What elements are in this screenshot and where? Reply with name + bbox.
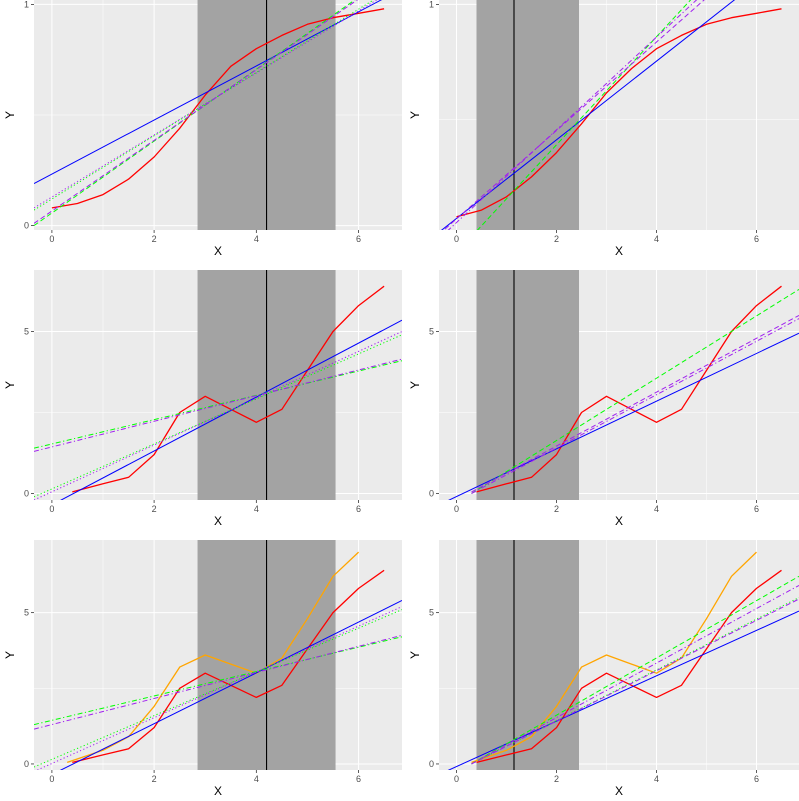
x-tick-label: 2	[554, 234, 559, 244]
series-line-3	[471, 288, 799, 494]
x-tick-label: 0	[49, 504, 54, 514]
y-axis-title: Y	[408, 651, 422, 659]
series-line-6	[34, 358, 402, 452]
x-tick-label: 4	[254, 774, 259, 784]
series-line-2	[34, 0, 383, 185]
x-axis-title: X	[214, 514, 222, 528]
x-tick-label: 4	[254, 504, 259, 514]
x-tick-label: 2	[554, 774, 559, 784]
x-tick-label: 0	[454, 774, 459, 784]
y-tick-label: 5	[24, 327, 29, 337]
chart-panel-2: 0 2 4 6 1 X Y	[408, 0, 799, 258]
x-tick-label: 4	[254, 234, 259, 244]
y-axis-title: Y	[3, 111, 17, 119]
series-line-2	[440, 0, 736, 230]
series-line-3	[476, 0, 692, 230]
x-tick-label: 6	[356, 774, 361, 784]
y-tick-label: 5	[429, 608, 434, 618]
chart-panel-5: 0 2 4 6 0 5 X Y	[3, 540, 402, 798]
x-tick-label: 4	[654, 234, 659, 244]
series-line-2	[476, 569, 782, 764]
y-tick-label: 0	[429, 489, 434, 499]
x-tick-label: 2	[152, 504, 157, 514]
series-line-6	[471, 584, 799, 765]
x-axis-title: X	[615, 784, 623, 798]
chart-panel-6: 0 2 4 6 0 5 X Y	[408, 540, 799, 798]
x-tick-label: 6	[356, 504, 361, 514]
x-tick-label: 0	[454, 234, 459, 244]
y-axis-title: Y	[408, 381, 422, 389]
shaded-band	[476, 270, 579, 500]
series-line-4	[34, 331, 402, 500]
series-line-6	[34, 0, 359, 224]
x-tick-label: 2	[152, 234, 157, 244]
x-axis-title: X	[214, 784, 222, 798]
series-line-5	[34, 360, 402, 449]
series-line-5	[471, 597, 799, 765]
series-line-5	[36, 606, 402, 770]
series-line-1	[456, 8, 782, 218]
series-line-4	[471, 314, 799, 493]
y-axis-title: Y	[3, 651, 17, 659]
y-tick-label: 1	[24, 0, 29, 9]
series-line-4	[443, 0, 705, 230]
y-tick-label: 5	[24, 608, 29, 618]
x-axis-title: X	[214, 244, 222, 258]
series-line-5	[447, 0, 698, 230]
x-tick-label: 2	[152, 774, 157, 784]
series-line-3	[34, 334, 402, 498]
series-line-4	[471, 575, 799, 765]
x-tick-label: 2	[554, 504, 559, 514]
x-tick-label: 6	[754, 504, 759, 514]
series-line-3	[59, 600, 402, 770]
y-tick-label: 0	[429, 759, 434, 769]
y-axis-title: Y	[408, 111, 422, 119]
series-line-2	[60, 319, 402, 500]
x-tick-label: 0	[454, 504, 459, 514]
x-tick-label: 6	[754, 774, 759, 784]
shaded-band	[476, 540, 579, 770]
x-tick-label: 0	[49, 234, 54, 244]
x-tick-label: 4	[654, 774, 659, 784]
y-tick-label: 5	[429, 327, 434, 337]
series-line-7	[34, 634, 402, 730]
y-tick-label: 1	[429, 0, 434, 9]
series-line-3	[447, 610, 799, 770]
x-tick-label: 0	[49, 774, 54, 784]
x-axis-title: X	[615, 244, 623, 258]
chart-panel-1: 0 2 4 6 0 1 X Y	[3, 0, 402, 258]
chart-panel-3: 0 2 4 6 0 5 X Y	[3, 270, 402, 528]
series-line-7	[471, 598, 799, 765]
series-line-5	[34, 0, 356, 227]
x-tick-label: 4	[654, 504, 659, 514]
chart-panel-4: 0 2 4 6 0 5 X Y	[408, 270, 799, 528]
y-tick-label: 0	[24, 759, 29, 769]
x-tick-label: 6	[754, 234, 759, 244]
y-axis-title: Y	[3, 381, 17, 389]
series-line-1	[471, 551, 757, 764]
y-tick-label: 0	[24, 221, 29, 231]
series-line-1	[72, 285, 385, 493]
x-tick-label: 6	[356, 234, 361, 244]
shaded-band	[476, 0, 579, 230]
x-axis-title: X	[615, 514, 623, 528]
y-tick-label: 0	[24, 489, 29, 499]
